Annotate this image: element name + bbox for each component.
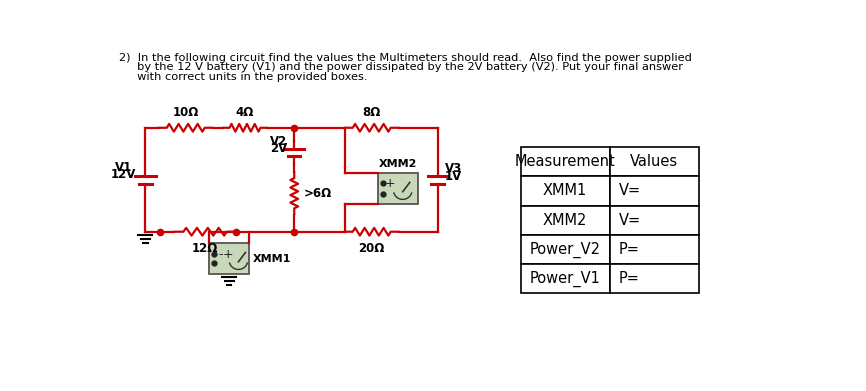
Text: 1V: 1V [444,170,462,183]
Bar [610,264,699,293]
Text: V3: V3 [444,162,462,175]
Text: +: + [223,248,233,260]
Bar [378,173,418,204]
Text: -: - [218,248,223,260]
Bar [520,206,610,235]
Bar [520,235,610,264]
Text: 2V: 2V [270,142,288,156]
Text: Values: Values [630,154,678,169]
Bar [610,206,699,235]
Text: Power_V1: Power_V1 [530,271,600,287]
Text: XMM1: XMM1 [543,183,587,198]
Text: V1: V1 [115,161,132,174]
Text: 20Ω: 20Ω [359,242,385,255]
Text: with correct units in the provided boxes.: with correct units in the provided boxes… [120,72,367,82]
Text: V2: V2 [270,135,288,148]
Text: 8Ω: 8Ω [363,106,381,118]
Bar [520,147,610,176]
Text: 12Ω: 12Ω [192,242,218,255]
Text: XMM2: XMM2 [543,213,587,228]
Bar [209,243,249,274]
Bar [520,264,610,293]
Text: XMM1: XMM1 [252,254,291,264]
Text: XMM2: XMM2 [379,160,417,169]
Text: V=: V= [619,183,641,198]
Text: +: + [385,177,395,190]
Text: 2)  In the following circuit find the values the Multimeters should read.  Also : 2) In the following circuit find the val… [120,53,692,63]
Text: P=: P= [619,242,640,257]
Text: V=: V= [619,213,641,228]
Text: 4Ω: 4Ω [236,106,255,118]
Text: 10Ω: 10Ω [172,106,199,118]
Bar [610,147,699,176]
Text: P=: P= [619,271,640,286]
Text: Measurement: Measurement [514,154,616,169]
Bar [610,176,699,206]
Text: >6Ω: >6Ω [304,187,332,200]
Bar [610,235,699,264]
Text: by the 12 V battery (V1) and the power dissipated by the 2V battery (V2). Put yo: by the 12 V battery (V1) and the power d… [120,62,683,72]
Text: Power_V2: Power_V2 [530,241,601,258]
Text: 12V: 12V [111,168,137,181]
Bar [520,176,610,206]
